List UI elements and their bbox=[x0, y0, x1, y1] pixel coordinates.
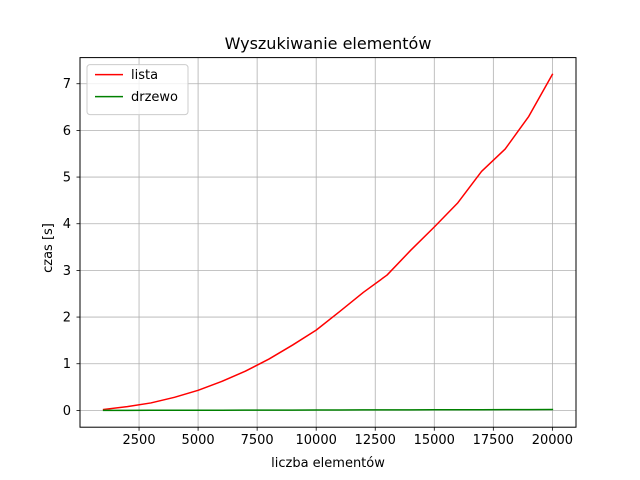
x-tick-label: 17500 bbox=[473, 433, 514, 448]
y-tick-label: 1 bbox=[63, 357, 71, 372]
x-tick-label: 7500 bbox=[241, 433, 274, 448]
plot-frame bbox=[79, 57, 577, 428]
x-tick-label: 20000 bbox=[532, 433, 573, 448]
legend-box bbox=[86, 64, 189, 116]
y-tick-label: 4 bbox=[63, 217, 71, 232]
x-axis-label: liczba elementów bbox=[271, 456, 385, 471]
y-tick-label: 7 bbox=[63, 77, 71, 92]
x-tick-label: 12500 bbox=[355, 433, 396, 448]
legend: lista drzewo bbox=[86, 64, 189, 116]
chart-title: Wyszukiwanie elementów bbox=[225, 34, 432, 53]
tick-layer: 2500 5000 7500 10000 12500 15000 17500 20000 0 1 2… bbox=[63, 77, 573, 448]
legend-label-drzewo: drzewo bbox=[131, 90, 178, 105]
y-tick-label: 6 bbox=[63, 124, 71, 139]
x-tick-label: 2500 bbox=[123, 433, 156, 448]
x-tick-label: 15000 bbox=[414, 433, 455, 448]
y-axis-label: czas [s] bbox=[41, 223, 56, 273]
y-tick-label: 5 bbox=[63, 171, 71, 186]
series-line-lista bbox=[102, 73, 554, 411]
series-layer bbox=[102, 73, 554, 412]
x-tick-label: 5000 bbox=[182, 433, 215, 448]
series-line-drzewo bbox=[102, 408, 554, 412]
y-tick-label: 2 bbox=[63, 311, 71, 326]
y-tick-label: 3 bbox=[63, 264, 71, 279]
x-tick-label: 10000 bbox=[296, 433, 337, 448]
legend-label-lista: lista bbox=[131, 68, 158, 83]
y-tick-label: 0 bbox=[63, 404, 71, 419]
